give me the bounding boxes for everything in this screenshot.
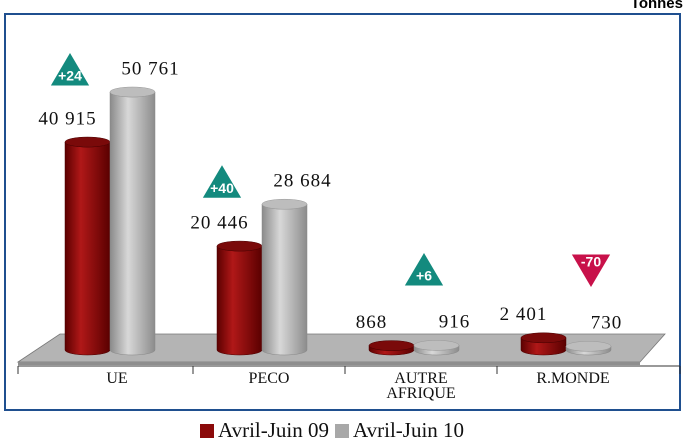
cylinder-top: [413, 340, 460, 351]
value-label: 868: [356, 312, 388, 333]
value-label: 730: [591, 313, 623, 334]
change-marker: [201, 163, 243, 199]
value-label: 916: [439, 312, 471, 333]
cylinder-top: [565, 341, 612, 352]
value-label: 50 761: [121, 58, 179, 79]
cylinder: [261, 204, 308, 356]
change-marker: [403, 251, 445, 287]
legend-item: Avril-Juin 09: [200, 418, 329, 443]
change-label: -70: [581, 254, 601, 270]
x-tick-label: R.MONDE: [536, 370, 610, 387]
change-label: +40: [210, 180, 234, 196]
cylinder-top: [261, 198, 308, 210]
cylinder: [64, 141, 111, 356]
legend-label: Avril-Juin 10: [353, 418, 465, 442]
cylinder-top: [368, 340, 415, 351]
value-label: 40 915: [38, 108, 96, 129]
legend-item: Avril-Juin 10: [335, 418, 464, 443]
change-label: +6: [416, 268, 432, 284]
legend-label: Avril-Juin 09: [218, 418, 330, 442]
cylinder-top: [64, 136, 111, 148]
cylinder-top: [216, 240, 263, 252]
cylinder: [109, 91, 156, 356]
legend-swatch: [335, 423, 350, 438]
change-label: +24: [58, 68, 82, 84]
floor-edge: [18, 362, 640, 365]
legend: Avril-Juin 09 Avril-Juin 10: [200, 418, 470, 443]
cylinder-top: [109, 86, 156, 98]
value-label: 2 401: [500, 304, 548, 325]
cylinder-top: [520, 332, 567, 344]
value-label: 28 684: [273, 171, 331, 192]
cylinder: [216, 246, 263, 356]
change-marker: [570, 253, 612, 289]
x-tick-label: UE: [106, 370, 128, 387]
unit-label: Tonnes: [631, 0, 683, 12]
x-tick-label: AUTRE AFRIQUE: [386, 370, 456, 402]
change-marker: [49, 51, 91, 87]
x-tick-label: PECO: [248, 370, 290, 387]
legend-swatch: [200, 423, 214, 438]
value-label: 20 446: [190, 212, 248, 233]
